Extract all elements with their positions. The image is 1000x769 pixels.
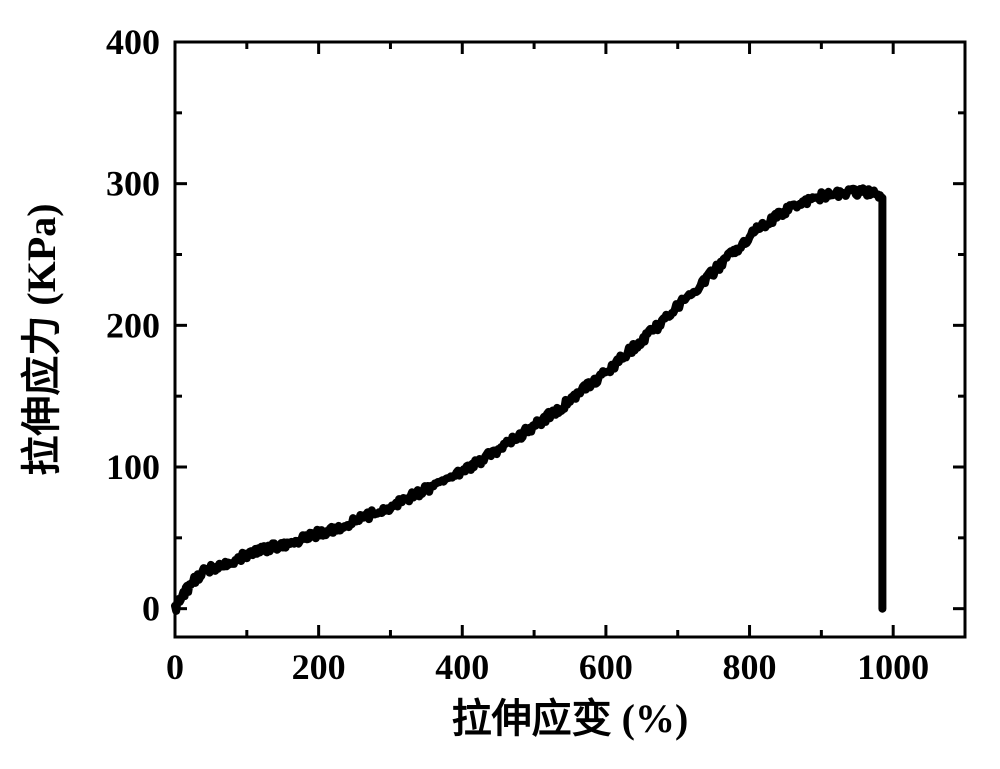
chart-svg: 0 200 400 600 800 1000 0 100 200 300 400 拉伸应变 (%) 拉伸… <box>0 0 1000 769</box>
svg-text:300: 300 <box>106 164 160 204</box>
stress-strain-chart: 0 200 400 600 800 1000 0 100 200 300 400 拉伸应变 (%) 拉伸… <box>0 0 1000 769</box>
svg-text:200: 200 <box>292 647 346 687</box>
svg-text:400: 400 <box>435 647 489 687</box>
svg-text:400: 400 <box>106 22 160 62</box>
svg-text:600: 600 <box>579 647 633 687</box>
svg-text:0: 0 <box>166 647 184 687</box>
svg-text:0: 0 <box>142 589 160 629</box>
svg-text:200: 200 <box>106 305 160 345</box>
svg-text:拉伸应力 (KPa): 拉伸应力 (KPa) <box>19 203 64 475</box>
svg-text:100: 100 <box>106 447 160 487</box>
svg-text:1000: 1000 <box>857 647 929 687</box>
svg-text:800: 800 <box>723 647 777 687</box>
svg-text:拉伸应变 (%): 拉伸应变 (%) <box>452 696 689 741</box>
